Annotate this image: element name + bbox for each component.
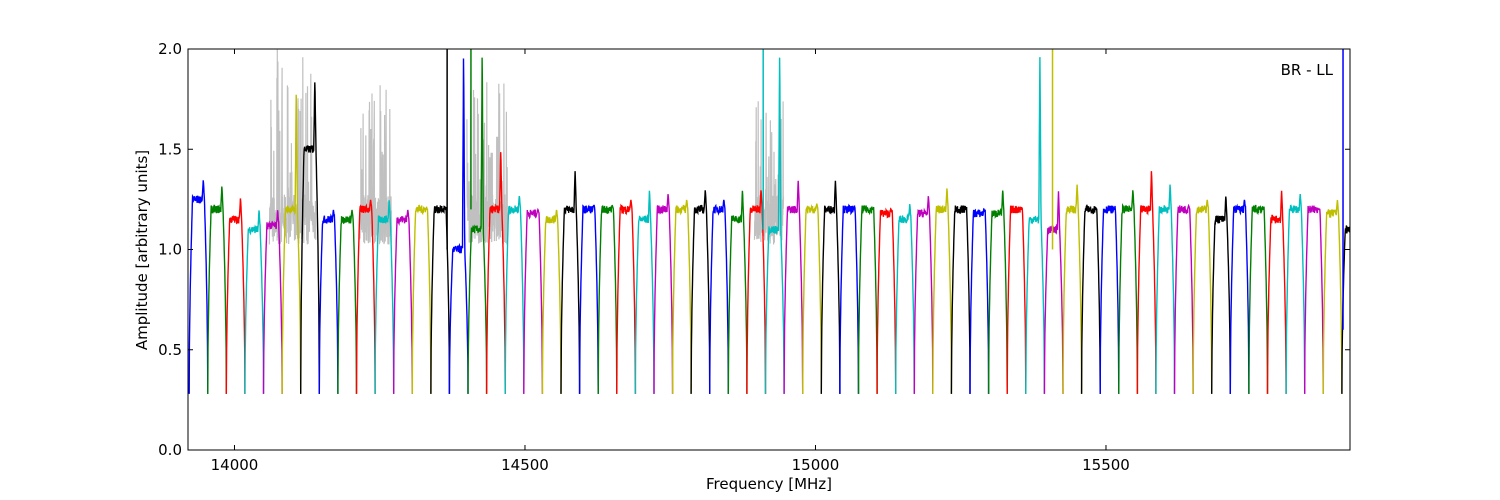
band-series-35 <box>820 180 841 394</box>
y-tick-label: 1.0 <box>158 241 182 259</box>
band-series-21 <box>560 171 581 394</box>
band-series-30 <box>727 190 748 394</box>
band-series-50 <box>1099 205 1120 394</box>
band-series-17 <box>485 152 506 394</box>
band-series-25 <box>634 190 655 394</box>
band-series-26 <box>653 194 674 394</box>
band-series-19 <box>523 207 544 394</box>
band-series-29 <box>709 199 729 394</box>
band-series-3 <box>225 198 246 394</box>
band-series-10 <box>355 199 376 394</box>
band-series-39 <box>895 204 915 394</box>
x-tick-label: 14500 <box>501 456 549 474</box>
y-axis-ticks: 0.0 0.5 1.0 1.5 2.0 <box>158 40 1350 459</box>
band-series-58 <box>1248 204 1269 394</box>
band-series-40 <box>913 196 934 394</box>
band-series-31 <box>746 190 767 394</box>
band-series-43 <box>969 207 990 394</box>
band-series-59 <box>1266 190 1287 394</box>
band-series-22 <box>578 204 599 394</box>
y-tick-label: 0.0 <box>158 441 182 459</box>
band-series-27 <box>671 199 692 394</box>
band-series-41 <box>932 188 953 394</box>
y-tick-label: 0.5 <box>158 341 182 359</box>
x-tick-label: 15000 <box>792 456 840 474</box>
band-series-53 <box>1155 184 1176 394</box>
band-series-55 <box>1192 199 1213 394</box>
band-series-42 <box>950 205 971 394</box>
band-series-54 <box>1173 203 1194 394</box>
x-tick-label: 15500 <box>1082 456 1130 474</box>
band-series-2 <box>207 186 227 394</box>
band-series-5 <box>262 210 283 394</box>
band-series-48 <box>1062 184 1083 394</box>
spectrum-series-layer <box>188 49 1350 394</box>
x-axis-ticks: 14000 14500 15000 15500 <box>211 49 1130 474</box>
band-series-32 <box>764 57 785 394</box>
band-series-38 <box>876 207 897 394</box>
band-series-18 <box>504 195 525 394</box>
band-series-4 <box>244 210 265 394</box>
band-series-61 <box>1304 204 1324 394</box>
band-series-28 <box>690 190 711 394</box>
rfi-trace <box>358 85 392 245</box>
band-series-14 <box>430 205 451 394</box>
band-series-56 <box>1211 196 1231 394</box>
x-tick-label: 14000 <box>211 456 259 474</box>
y-tick-label: 2.0 <box>158 40 182 58</box>
band-series-8 <box>318 209 339 394</box>
band-series-57 <box>1229 199 1250 394</box>
band-series-6 <box>281 94 302 394</box>
band-series-47 <box>1043 191 1064 394</box>
band-series-15 <box>448 58 469 394</box>
panel-annotation: BR - LL <box>1281 61 1334 79</box>
band-series-1 <box>188 180 209 394</box>
band-series-36 <box>839 203 860 394</box>
band-series-46 <box>1025 57 1046 394</box>
band-series-12 <box>393 209 413 394</box>
band-series-7 <box>300 82 320 394</box>
y-axis-label: Amplitude [arbitrary units] <box>133 150 151 350</box>
band-series-13 <box>411 204 432 394</box>
band-series-60 <box>1285 194 1306 394</box>
band-series-9 <box>337 209 358 394</box>
band-series-62 <box>1322 199 1343 394</box>
band-series-20 <box>541 209 562 394</box>
rfi-trace <box>466 82 509 245</box>
band-series-63 <box>1341 224 1350 394</box>
band-series-44 <box>987 190 1008 394</box>
band-series-16 <box>467 57 488 394</box>
band-series-51 <box>1118 190 1139 394</box>
band-series-11 <box>374 200 395 394</box>
plot-frame <box>187 48 1351 451</box>
band-series-45 <box>1006 205 1027 394</box>
band-series-33 <box>783 180 804 394</box>
rfi-trace <box>268 49 317 245</box>
band-series-52 <box>1136 171 1157 394</box>
band-series-37 <box>857 205 878 394</box>
band-series-49 <box>1080 203 1101 394</box>
band-series-34 <box>802 203 822 394</box>
band-series-23 <box>597 204 618 394</box>
y-tick-label: 1.5 <box>158 140 182 158</box>
x-axis-label: Frequency [MHz] <box>706 475 832 493</box>
band-series-24 <box>616 199 637 394</box>
